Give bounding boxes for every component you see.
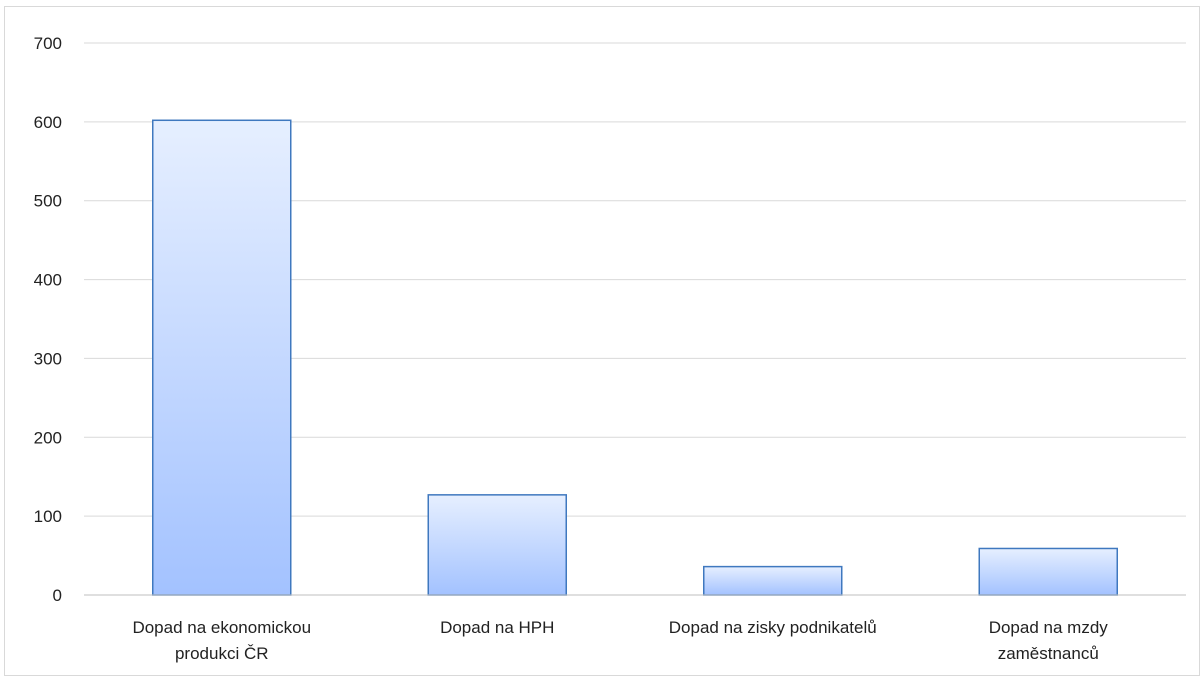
y-tick-label: 400	[34, 271, 62, 290]
y-tick-label: 0	[53, 586, 62, 605]
bar	[152, 119, 292, 596]
y-tick-label: 700	[34, 34, 62, 53]
y-tick-label: 300	[34, 349, 62, 368]
y-tick-label: 500	[34, 192, 62, 211]
x-axis-category-labels: Dopad na ekonomickou produkci ČR Dopad na …	[132, 618, 1108, 663]
bar	[427, 494, 567, 596]
y-tick-label: 100	[34, 507, 62, 526]
x-category-label: Dopad na ekonomickou produkci ČR	[132, 618, 311, 663]
y-axis-tick-labels: 0 100 200 300 400 500 600 700	[34, 34, 62, 605]
bars	[152, 119, 1118, 596]
x-category-label: Dopad na mzdy zaměstnanců	[989, 618, 1109, 663]
x-category-label: Dopad na HPH	[440, 618, 554, 637]
bar	[978, 547, 1118, 596]
bar	[703, 565, 843, 596]
x-category-label: Dopad na zisky podnikatelů	[669, 618, 877, 637]
y-tick-label: 600	[34, 113, 62, 132]
y-tick-label: 200	[34, 428, 62, 447]
